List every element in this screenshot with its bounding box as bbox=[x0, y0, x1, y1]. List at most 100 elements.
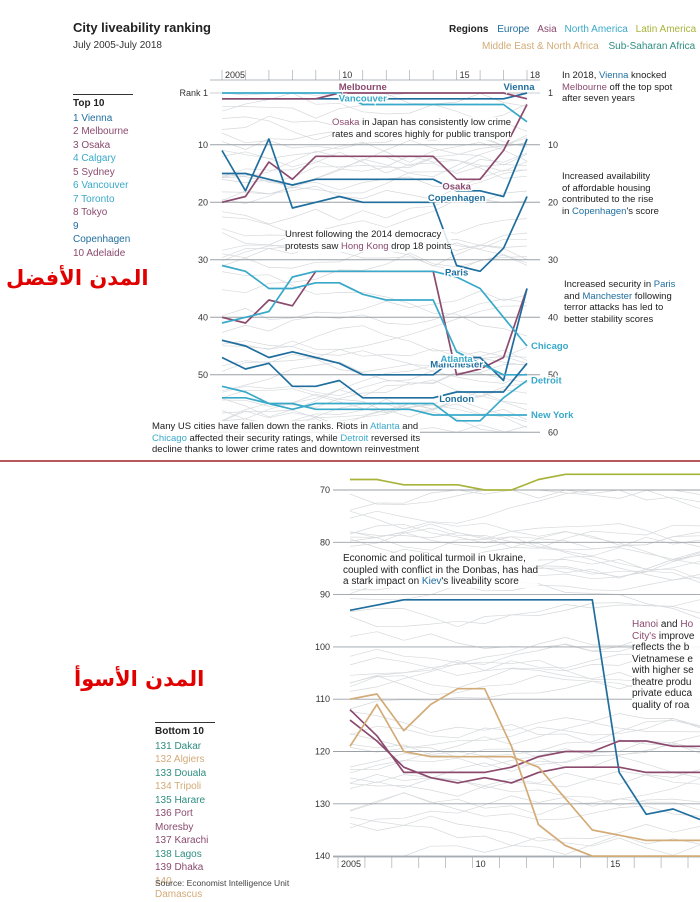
top10-heading: Top 10 bbox=[73, 94, 133, 111]
background-city-line bbox=[349, 769, 700, 786]
background-city-line bbox=[221, 152, 528, 195]
series-label-osaka: Osaka bbox=[442, 181, 471, 192]
worst-cities-label: المدن الأسوأ bbox=[74, 667, 205, 691]
series-label-copenhagen: Copenhagen bbox=[428, 193, 486, 204]
y-tick-label: 50 bbox=[198, 370, 208, 380]
background-city-line bbox=[349, 722, 700, 771]
background-city-line bbox=[349, 604, 700, 627]
x-tick-label: 10 bbox=[342, 70, 352, 80]
bottom10-legend-item: 131 Dakar bbox=[155, 740, 202, 752]
series-line-melbourne bbox=[222, 92, 528, 100]
annotation-vienna: In 2018, Vienna knocked Melbourne off th… bbox=[562, 70, 673, 104]
background-city-line bbox=[349, 510, 700, 562]
background-city-line bbox=[349, 523, 700, 551]
series-label-chicago: Chicago bbox=[531, 341, 569, 352]
background-city-line bbox=[221, 399, 528, 427]
background-city-line bbox=[349, 489, 700, 511]
series-line-ho-chi-minh bbox=[349, 719, 700, 784]
region-europe: Europe bbox=[497, 24, 530, 35]
y-tick-label: 10 bbox=[198, 140, 208, 150]
region-latin-america: Latin America bbox=[635, 24, 697, 35]
y-tick-label-right: 50 bbox=[548, 370, 558, 380]
background-city-line bbox=[221, 197, 528, 225]
background-city-line bbox=[349, 770, 700, 789]
annotation-kiev: Economic and political turmoil in Ukrain… bbox=[343, 553, 539, 588]
top10-legend-item: 7 Toronto bbox=[73, 193, 115, 205]
background-city-line bbox=[221, 395, 528, 419]
y-tick-label-right: 20 bbox=[548, 197, 558, 207]
region-asia: Asia bbox=[537, 24, 557, 35]
bottom10-legend-item: 140 Damascus bbox=[155, 875, 203, 901]
bottom10-legend-item: 134 Tripoli bbox=[155, 781, 202, 792]
top10-legend-item: 6 Vancouver bbox=[73, 180, 129, 191]
background-city-line bbox=[221, 271, 528, 337]
y-tick-label: 40 bbox=[198, 312, 208, 322]
y-tick-label: Rank 1 bbox=[179, 88, 208, 98]
y-tick-label: 120 bbox=[315, 747, 330, 757]
best-cities-label: المدن الأفضل bbox=[6, 266, 149, 290]
chart-subtitle: July 2005-July 2018 bbox=[73, 40, 162, 51]
region-sub-saharan: Sub-Saharan Africa bbox=[608, 41, 696, 52]
bottom10-legend-item: 135 Harare bbox=[155, 794, 206, 806]
background-city-line bbox=[349, 735, 700, 774]
top10-legend-item: 8 Tokyo bbox=[73, 207, 108, 218]
series-line-copenhagen bbox=[222, 138, 528, 198]
top10-legend-item: 4 Calgary bbox=[73, 153, 116, 164]
background-city-line bbox=[221, 379, 528, 418]
series-line-new-york bbox=[221, 385, 527, 416]
background-city-line bbox=[349, 718, 700, 753]
series-line-osaka bbox=[221, 104, 528, 204]
top10-legend-item: 9 Copenhagen bbox=[73, 220, 131, 246]
series-label-vienna: Vienna bbox=[504, 82, 536, 93]
bottom10-legend-item: 133 Douala bbox=[155, 767, 207, 779]
y-tick-label: 80 bbox=[320, 537, 330, 547]
top10-legend-item: 1 Vienna bbox=[73, 112, 113, 124]
annotation-hong-kong: Unrest following the 2014 democracy prot… bbox=[285, 229, 452, 252]
background-city-line bbox=[221, 340, 528, 384]
background-city-line bbox=[349, 576, 700, 600]
y-tick-label: 130 bbox=[315, 799, 330, 809]
series-line-manchester bbox=[221, 288, 528, 382]
series-line-unlabelled bbox=[350, 473, 700, 491]
y-tick-label: 20 bbox=[198, 197, 208, 207]
x-tick-label: 2005 bbox=[341, 859, 361, 869]
y-tick-label: 140 bbox=[315, 851, 330, 861]
y-tick-label-right: 1 bbox=[548, 88, 553, 98]
region-north-america: North America bbox=[564, 24, 628, 35]
x-tick-label: 15 bbox=[460, 70, 470, 80]
background-city-line bbox=[221, 141, 528, 163]
background-city-line bbox=[349, 536, 700, 563]
annotation-hanoi: Hanoi and Ho City's improve reflects the… bbox=[632, 619, 700, 711]
background-city-line bbox=[221, 388, 528, 429]
y-tick-label: 70 bbox=[320, 485, 330, 495]
series-line-london bbox=[221, 356, 528, 399]
region-middle-east: Middle East & North Africa bbox=[482, 41, 599, 52]
background-city-line bbox=[221, 252, 528, 294]
background-city-line bbox=[349, 523, 700, 549]
background-city-line bbox=[349, 777, 700, 829]
bottom10-legend-item: 132 Algiers bbox=[155, 754, 205, 765]
background-city-line bbox=[221, 305, 528, 372]
y-tick-label-right: 40 bbox=[548, 312, 558, 322]
series-line-detroit bbox=[222, 379, 528, 422]
top10-legend-item: 2 Melbourne bbox=[73, 126, 129, 137]
background-city-line bbox=[349, 523, 700, 548]
annotation-us-cities: Many US cities have fallen down the rank… bbox=[152, 421, 421, 456]
series-line-atlanta bbox=[221, 264, 527, 376]
series-label-paris: Paris bbox=[445, 268, 468, 279]
series-line-paris bbox=[221, 138, 528, 273]
bottom10-legend-item: 138 Lagos bbox=[155, 848, 202, 860]
bottom10-legend-item: 137 Karachi bbox=[155, 835, 209, 846]
bottom10-heading: Bottom 10 bbox=[155, 722, 215, 739]
background-city-line bbox=[221, 290, 528, 320]
y-tick-label-right: 30 bbox=[548, 255, 558, 265]
series-label-manchester: Manchester bbox=[430, 360, 483, 371]
background-city-line bbox=[349, 713, 700, 739]
y-tick-label: 110 bbox=[316, 694, 330, 704]
background-city-line bbox=[349, 720, 700, 757]
x-tick-label: 2005 bbox=[225, 70, 245, 80]
annotation-paris: Increased security in Paris and Manchest… bbox=[564, 279, 676, 325]
bottom10-legend-item: 139 Dhaka bbox=[155, 862, 204, 873]
series-label-atlanta: Atlanta bbox=[441, 354, 474, 365]
